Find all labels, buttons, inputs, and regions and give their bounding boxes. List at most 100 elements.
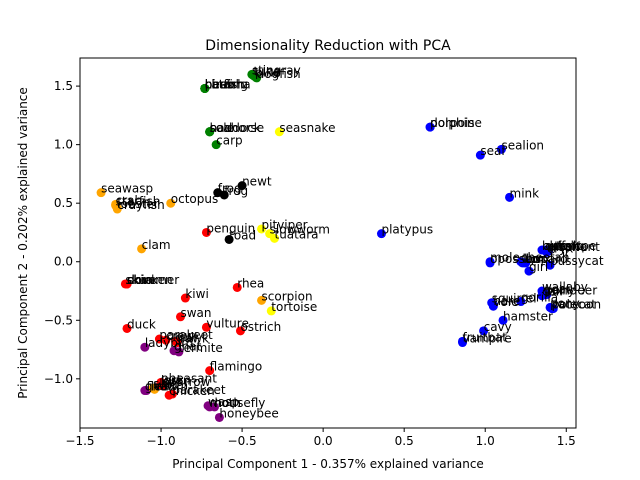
point-label-87: sparrow (163, 375, 211, 389)
point-label-96: moth (210, 396, 241, 410)
point-label-5: herring (205, 77, 248, 91)
data-point-54 (180, 293, 190, 303)
point-label-1: tuna (253, 65, 280, 79)
data-point-83 (174, 347, 184, 357)
point-label-33: tuatara (275, 227, 319, 241)
data-point-15 (425, 122, 435, 132)
point-label-23: seawasp (101, 182, 153, 196)
data-point-48 (524, 266, 534, 276)
points-layer (96, 69, 558, 422)
point-label-11: sole (210, 121, 234, 135)
data-point-74 (201, 322, 211, 332)
data-point-19 (237, 181, 247, 191)
point-label-17: seal (480, 144, 504, 158)
point-label-79: gull (176, 330, 198, 344)
data-point-47 (545, 260, 555, 270)
point-label-92: worm (155, 378, 189, 392)
point-label-72: raccoon (553, 298, 601, 312)
point-label-77: parakeet (159, 328, 213, 342)
point-label-35: buffalo (542, 239, 584, 253)
x-tick-label-5: 1.0 (476, 434, 495, 448)
point-label-12: carp (216, 134, 243, 148)
point-label-31: pitviper (262, 218, 308, 232)
point-label-71: polecat (552, 298, 597, 312)
point-label-32: slowworm (270, 223, 330, 237)
point-label-64: gorilla (521, 291, 558, 305)
x-tick-label-0: −1.5 (65, 434, 94, 448)
point-label-48: girl (529, 260, 548, 274)
data-point-61 (537, 291, 547, 301)
point-label-41: mole (490, 251, 520, 265)
point-label-38: elephant (547, 240, 600, 254)
axes-frame (79, 57, 577, 429)
point-label-68: cavy (484, 320, 512, 334)
point-label-39: giraffe (548, 240, 587, 254)
data-point-12 (211, 140, 221, 150)
point-label-49: chicken (127, 273, 173, 287)
point-label-98: honeybee (219, 406, 278, 420)
point-label-8: piranha (205, 77, 251, 91)
chart-title: Dimensionality Reduction with PCA (205, 38, 451, 54)
point-label-47: pussycat (550, 254, 604, 268)
point-label-28: octopus (171, 192, 218, 206)
data-point-52 (122, 279, 132, 289)
x-tick-label-2: −0.5 (228, 434, 257, 448)
y-tick-label-0: −1.0 (44, 372, 73, 386)
point-label-9: haddock (210, 121, 261, 135)
point-label-88: wren (161, 374, 190, 388)
point-label-50: dove (127, 273, 156, 287)
point-label-78: crow (166, 329, 195, 343)
point-label-19: newt (242, 175, 272, 189)
point-label-67: vampire (463, 332, 512, 346)
point-label-61: calf (542, 285, 564, 299)
point-label-62: squirrel (492, 292, 537, 306)
point-label-30: penguin (206, 221, 255, 235)
point-label-94: parakeet (172, 383, 226, 397)
point-label-7: chub (205, 77, 234, 91)
point-label-16: sealion (501, 138, 544, 152)
data-point-22 (224, 234, 234, 244)
y-tick-label-5: 1.5 (54, 79, 73, 93)
point-label-55: scorpion (262, 289, 313, 303)
data-point-46 (521, 258, 531, 268)
data-point-55 (257, 295, 267, 305)
data-point-78 (161, 335, 171, 345)
point-label-25: starfish (116, 195, 161, 209)
point-label-18: mink (510, 186, 540, 200)
data-point-16 (496, 144, 506, 154)
data-point-23 (96, 188, 106, 198)
point-label-14: dolphin (430, 116, 474, 130)
point-label-42: opossum (490, 252, 544, 266)
point-label-34: platypus (381, 223, 433, 237)
point-label-58: goat (544, 282, 571, 296)
point-label-22: toad (229, 228, 256, 242)
data-point-68 (479, 326, 489, 336)
data-point-3 (252, 73, 262, 83)
point-label-69: hamster (503, 309, 553, 323)
point-label-81: ladybird (145, 336, 194, 350)
data-point-81 (140, 342, 150, 352)
point-label-73: swan (180, 306, 211, 320)
data-point-28 (166, 198, 176, 208)
x-axis-label: Principal Component 1 - 0.357% explained… (172, 457, 484, 471)
point-label-44: leopard (523, 252, 568, 266)
point-label-10: seahorse (210, 121, 265, 135)
data-point-13 (274, 127, 284, 137)
data-point-18 (505, 192, 515, 202)
point-label-21: frog (224, 184, 248, 198)
x-axis-ticks: −1.5 −1.0 −0.5 0.0 0.5 1.0 1.5 (65, 428, 576, 448)
data-point-65 (488, 301, 498, 311)
data-point-73 (175, 312, 185, 322)
data-point-67 (458, 338, 468, 348)
x-tick-label-4: 0.5 (395, 434, 414, 448)
data-point-98 (214, 412, 224, 422)
point-label-0: stingray (252, 63, 301, 77)
point-label-95: wasp (208, 395, 239, 409)
data-point-56 (266, 306, 276, 316)
point-label-60: reindeer (547, 284, 597, 298)
point-label-97: housefly (215, 396, 266, 410)
y-tick-label-2: 0.0 (54, 255, 73, 269)
point-label-89: gnat (145, 380, 173, 394)
